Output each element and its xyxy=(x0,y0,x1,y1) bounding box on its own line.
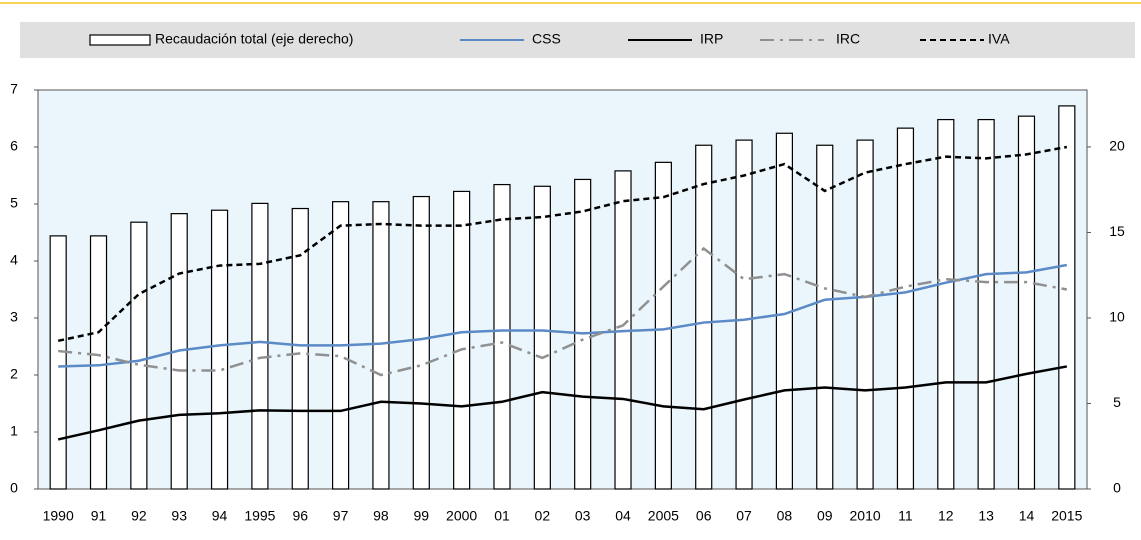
legend-label: IRC xyxy=(836,31,860,47)
y-tick-label: 1 xyxy=(10,423,18,439)
bar xyxy=(977,118,995,490)
bar xyxy=(735,139,753,490)
x-tick-label: 13 xyxy=(978,508,994,524)
y2-tick-label: 0 xyxy=(1113,480,1121,496)
legend-label: CSS xyxy=(532,31,561,47)
y-tick-label: 4 xyxy=(10,252,18,268)
bar xyxy=(130,221,148,490)
x-tick-label: 2015 xyxy=(1051,508,1082,524)
bar xyxy=(412,195,430,490)
x-tick-label: 94 xyxy=(212,508,228,524)
x-tick-label: 12 xyxy=(938,508,954,524)
x-tick-label: 2010 xyxy=(850,508,881,524)
bar xyxy=(533,185,551,490)
bar xyxy=(1017,115,1036,490)
legend-label: IRP xyxy=(700,31,723,47)
x-tick-label: 99 xyxy=(413,508,429,524)
bar xyxy=(49,235,67,490)
bar xyxy=(251,202,269,490)
bar xyxy=(654,161,672,490)
legend-swatch xyxy=(89,34,151,46)
x-tick-label: 96 xyxy=(292,508,308,524)
x-tick-label: 03 xyxy=(575,508,591,524)
x-tick-label: 09 xyxy=(817,508,833,524)
bar xyxy=(493,183,511,490)
line-irp xyxy=(57,365,1068,441)
y-tick-label: 0 xyxy=(10,480,18,496)
bar xyxy=(896,127,915,490)
line-css xyxy=(58,263,1068,368)
x-tick-label: 1990 xyxy=(43,508,74,524)
y-tick-label: 2 xyxy=(10,366,18,382)
plot-area xyxy=(37,89,1088,490)
y2-tick-label: 10 xyxy=(1109,309,1125,325)
x-tick-label: 1995 xyxy=(244,508,275,524)
x-tick-label: 98 xyxy=(373,508,389,524)
x-tick-label: 11 xyxy=(898,508,913,524)
bar xyxy=(89,235,108,490)
x-tick-label: 91 xyxy=(91,508,107,524)
x-tick-label: 06 xyxy=(696,508,712,524)
x-tick-label: 07 xyxy=(736,508,752,524)
bar xyxy=(695,144,713,490)
bar xyxy=(453,190,471,490)
legend-label: IVA xyxy=(988,31,1010,47)
x-tick-label: 93 xyxy=(171,508,187,524)
y2-tick-label: 5 xyxy=(1113,394,1121,410)
x-tick-label: 2005 xyxy=(648,508,679,524)
x-tick-label: 14 xyxy=(1019,508,1035,524)
y-tick-label: 6 xyxy=(10,138,18,154)
bar xyxy=(372,201,390,490)
y2-tick-label: 15 xyxy=(1109,223,1125,239)
line-iva xyxy=(57,145,1068,343)
y2-tick-label: 20 xyxy=(1109,138,1125,154)
y-tick-label: 3 xyxy=(10,309,18,325)
x-tick-label: 2000 xyxy=(446,508,477,524)
y-tick-label: 7 xyxy=(10,81,18,97)
bar xyxy=(937,118,955,490)
bar xyxy=(856,139,874,490)
x-tick-label: 02 xyxy=(535,508,551,524)
legend-box xyxy=(20,22,1135,58)
x-tick-label: 97 xyxy=(333,508,349,524)
bar xyxy=(816,144,834,490)
legend-label: Recaudación total (eje derecho) xyxy=(155,31,353,47)
x-tick-label: 04 xyxy=(615,508,631,524)
y-tick-label: 5 xyxy=(10,195,18,211)
x-tick-label: 08 xyxy=(777,508,793,524)
bar xyxy=(210,209,229,490)
x-tick-label: 92 xyxy=(131,508,147,524)
line-irc xyxy=(58,246,1068,377)
bar xyxy=(1058,105,1076,490)
bar xyxy=(291,207,309,490)
x-tick-label: 01 xyxy=(494,508,510,524)
